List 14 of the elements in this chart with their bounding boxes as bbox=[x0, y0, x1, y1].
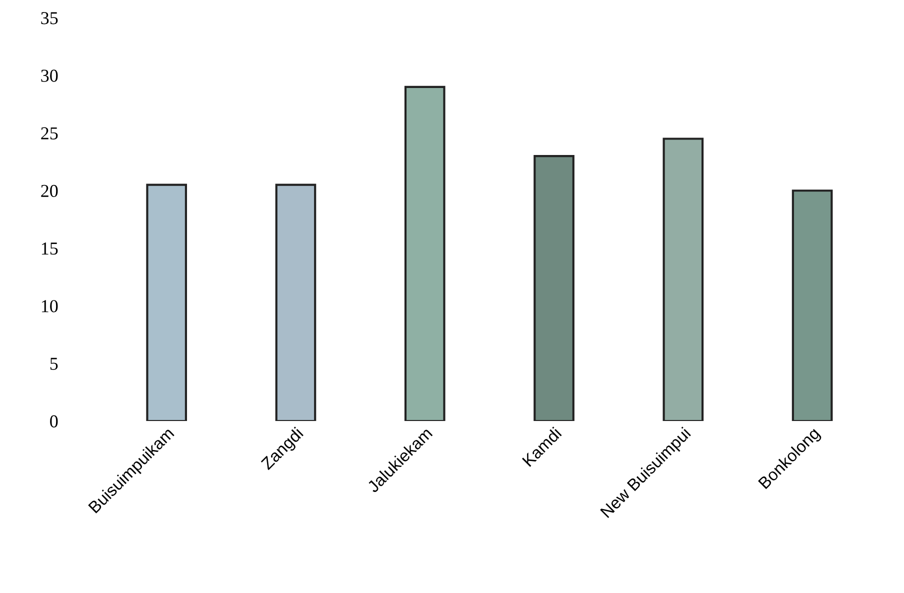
y-tick-label: 0 bbox=[50, 415, 58, 428]
bar bbox=[404, 86, 446, 422]
y-tick-label: 10 bbox=[42, 300, 58, 312]
bar bbox=[792, 190, 833, 422]
y-tick-label: 20 bbox=[41, 184, 58, 198]
bar bbox=[275, 184, 316, 422]
bar bbox=[534, 155, 574, 422]
bar bbox=[662, 138, 704, 422]
bar bbox=[146, 184, 188, 422]
y-tick-label: 5 bbox=[50, 358, 58, 370]
y-tick-label: 30 bbox=[41, 70, 58, 82]
y-tick-label: 25 bbox=[41, 127, 58, 140]
y-tick-label: 35 bbox=[41, 12, 58, 24]
y-tick-label: 15 bbox=[42, 242, 58, 255]
